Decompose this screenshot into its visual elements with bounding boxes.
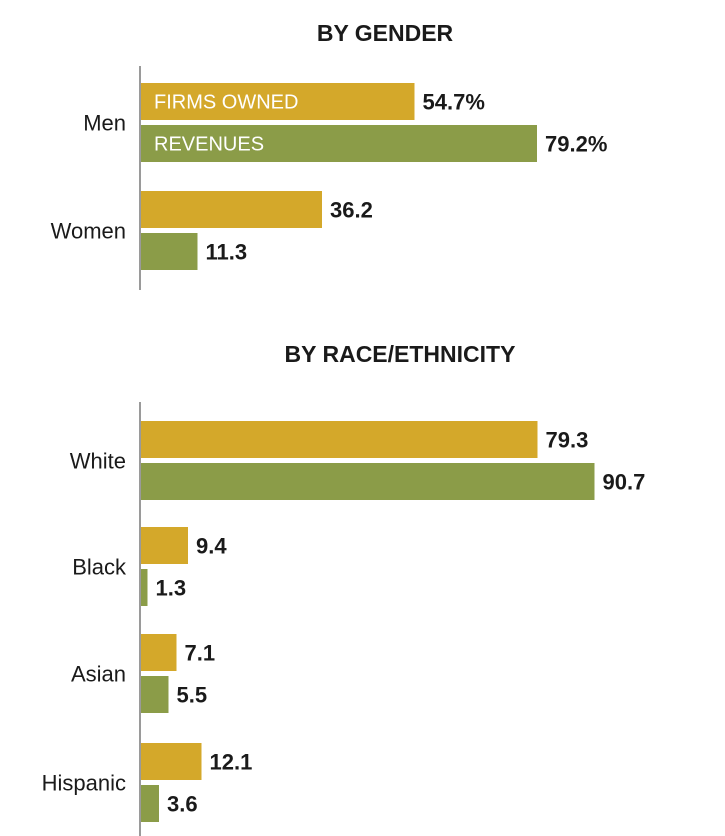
race-panel: BY RACE/ETHNICITY White 79.3 90.7 Black 9.4 1… [42, 341, 646, 836]
revenues-bar [141, 125, 537, 162]
firms-owned-bar [141, 527, 188, 564]
revenues-bar [141, 463, 595, 500]
revenues-bar [141, 785, 159, 822]
firms-owned-bar [141, 743, 202, 780]
firms-owned-bar [141, 421, 538, 458]
firms-owned-bar [141, 83, 415, 120]
revenues-bar [141, 676, 169, 713]
category-label: Black [72, 555, 127, 580]
series-legend-label: REVENUES [154, 134, 264, 156]
value-label: 54.7% [423, 90, 485, 115]
race-panel-title: BY RACE/ETHNICITY [285, 341, 516, 367]
value-label: 12.1 [210, 750, 253, 775]
gender-panel: BY GENDER Men 54.7% FIRMS OWNED 79.2% REVENU… [51, 20, 607, 290]
revenues-bar [141, 569, 148, 606]
value-label: 36.2 [330, 198, 373, 223]
value-label: 79.2% [545, 132, 607, 157]
category-label: Asian [71, 662, 126, 687]
value-label: 9.4 [196, 534, 227, 559]
category-label: Hispanic [42, 771, 126, 796]
category-label: Women [51, 219, 126, 244]
value-label: 7.1 [185, 641, 216, 666]
value-label: 1.3 [156, 576, 187, 601]
revenues-bar [141, 233, 198, 270]
value-label: 79.3 [546, 428, 589, 453]
category-label: White [70, 449, 126, 474]
value-label: 3.6 [167, 792, 198, 817]
value-label: 5.5 [177, 683, 208, 708]
firms-owned-bar [141, 634, 177, 671]
value-label: 11.3 [206, 240, 248, 265]
category-label: Men [83, 111, 126, 136]
value-label: 90.7 [603, 470, 646, 495]
series-legend-label: FIRMS OWNED [154, 92, 298, 114]
gender-panel-title: BY GENDER [317, 20, 454, 46]
firms-owned-bar [141, 191, 322, 228]
